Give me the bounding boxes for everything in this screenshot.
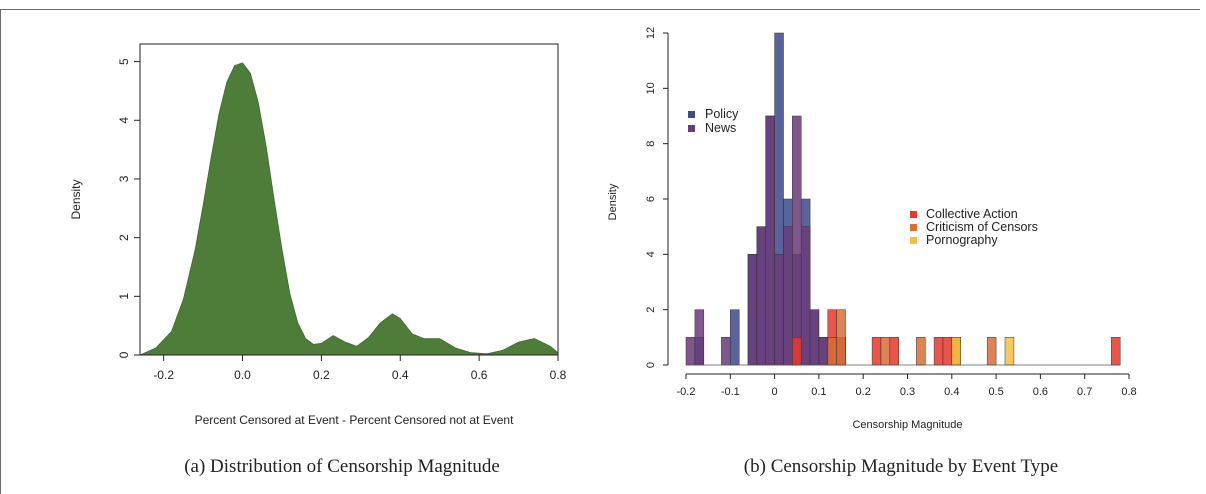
legend-swatch [910,224,917,231]
x-tick-label: 0.3 [900,386,915,398]
histogram-bar [694,309,705,366]
legend-swatch [910,237,917,244]
histogram-bar [916,337,926,366]
legend-label: Policy [705,107,739,121]
plot-frame [139,43,559,356]
histogram-bar [783,226,793,366]
y-tick-label: 3 [117,175,131,182]
y-axis-label: Density [607,183,619,220]
x-axis-label: Percent Censored at Event - Percent Cens… [195,413,515,427]
y-tick-label: 5 [117,58,131,65]
x-tick-label: 0.4 [944,386,959,398]
legend-swatch [688,125,695,132]
y-tick-label: 4 [117,117,131,124]
histogram-bar [880,337,891,366]
legend-label: Pornography [926,233,998,247]
histogram-bar [933,337,944,366]
caption-a: (a) Distribution of Censorship Magnitude [184,456,500,477]
legend-label: News [705,121,736,135]
y-tick-label: 2 [117,234,131,241]
y-tick-label: 2 [645,307,657,313]
y-axis: 0 1 2 3 4 5 [117,58,140,358]
legend-label: Collective Action [926,207,1018,221]
histogram-bar [756,226,767,366]
x-tick-label: 0.2 [313,368,330,382]
y-tick-label: 1 [117,293,131,300]
x-tick-label: 0.6 [471,368,488,382]
x-tick-label: 0.6 [1033,386,1048,398]
top-rule [0,9,1200,10]
density-area [139,62,559,356]
series-news [685,115,846,366]
histogram-bar [942,337,953,366]
histogram-bar [774,254,784,366]
histogram-bar [1004,337,1015,366]
histogram-bar [889,337,899,366]
legend-label: Criticism of Censors [926,220,1038,234]
histogram-bar [792,115,802,366]
legend-swatch [688,111,695,118]
x-axis: -0.2 -0.1 0 0.1 0.2 0.3 0.4 0.5 0.6 0.7 0.8 [677,373,1137,398]
x-tick-label: 0.5 [988,386,1003,398]
caption-b: (b) Censorship Magnitude by Event Type [743,456,1059,477]
series-criticism-of-censors [827,309,997,366]
histogram-bar [836,309,846,366]
histogram-bar [809,309,820,366]
y-tick-label: 8 [645,141,657,147]
x-tick-label: 0.0 [234,368,251,382]
y-tick-label: 10 [645,82,657,94]
y-tick-label: 12 [645,27,657,39]
y-tick-label: 4 [645,251,657,257]
left-rule [0,9,1,494]
x-tick-label: -0.1 [721,386,740,398]
x-tick-label: 0.4 [392,368,409,382]
x-tick-label: 0 [772,386,778,398]
y-tick-label: 0 [117,351,131,358]
histogram-bar [986,337,997,366]
x-axis-label: Censorship Magnitude [852,419,962,431]
histogram-bar [800,226,811,366]
histogram-bar [792,337,802,366]
histogram-bars [685,32,1121,366]
histogram-bar [827,337,837,366]
histogram-bar [871,337,882,366]
x-tick-label: -0.2 [677,386,696,398]
y-axis-label: Density [69,179,83,219]
x-tick-label: 0.2 [856,386,871,398]
legend-swatch [910,211,917,218]
histogram-bar [685,337,696,366]
x-tick-label: 0.8 [1121,386,1136,398]
histogram-bar [765,115,775,366]
x-tick-label: 0.8 [550,368,567,382]
density-chart: -0.2 0.0 0.2 0.4 0.6 0.8 0 1 2 3 4 5 Percent Censore… [69,43,567,427]
histogram-bar [747,254,758,366]
x-tick-label: -0.2 [153,368,174,382]
x-tick-label: 0.1 [811,386,826,398]
histogram-bar [730,309,740,366]
histogram-bar [721,337,731,366]
x-axis: -0.2 0.0 0.2 0.4 0.6 0.8 [153,355,567,382]
y-tick-label: 0 [645,362,657,368]
histogram-bar [1111,337,1121,366]
series-pornography [951,337,1015,366]
histogram-bar [818,337,829,366]
y-axis: 0 2 4 6 8 10 12 [645,27,669,368]
x-tick-label: 0.7 [1077,386,1092,398]
y-tick-label: 6 [645,196,657,202]
histogram-bar [951,337,961,366]
